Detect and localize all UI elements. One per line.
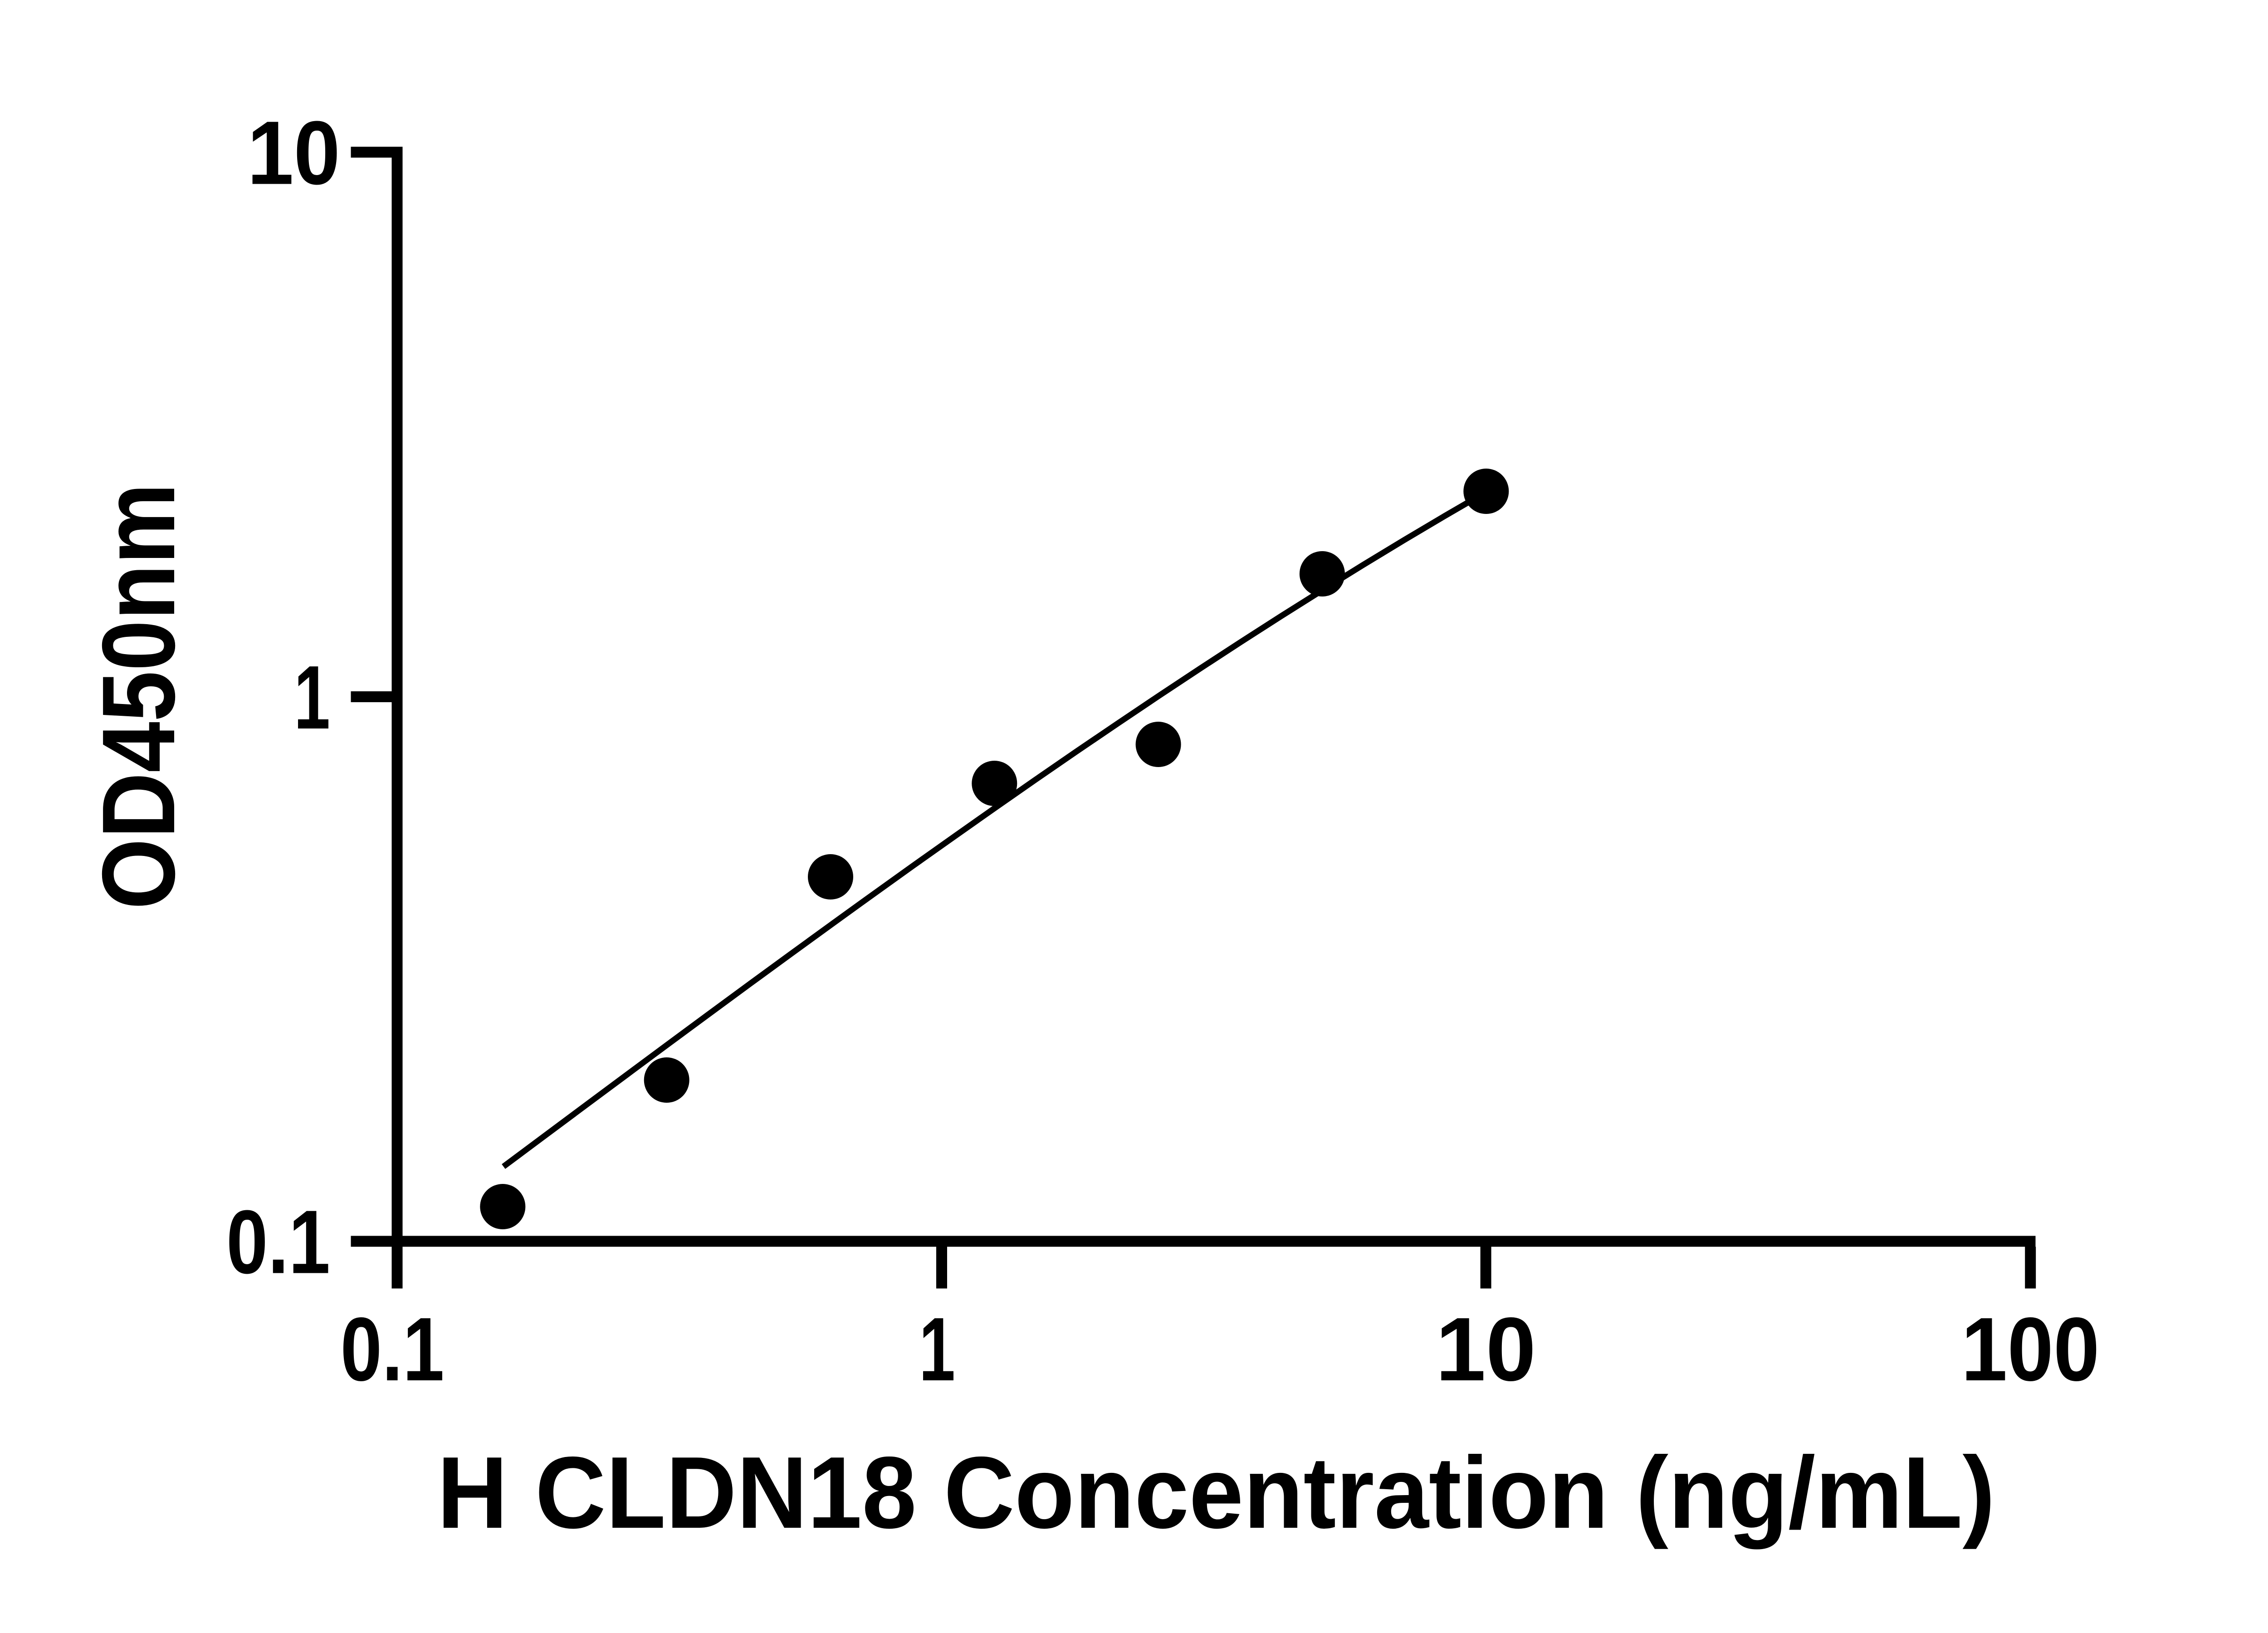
svg-text:100: 100: [1961, 1299, 2100, 1400]
svg-text:0.1: 0.1: [226, 1192, 330, 1293]
svg-text:OD450nm: OD450nm: [81, 483, 196, 909]
svg-text:0.1: 0.1: [341, 1299, 445, 1400]
svg-text:1: 1: [294, 647, 330, 748]
svg-text:1: 1: [919, 1299, 955, 1400]
svg-text:10: 10: [247, 103, 340, 204]
svg-text:10: 10: [1436, 1299, 1536, 1400]
svg-text:H CLDN18 Concentration (ng/mL): H CLDN18 Concentration (ng/mL): [437, 1435, 1995, 1550]
